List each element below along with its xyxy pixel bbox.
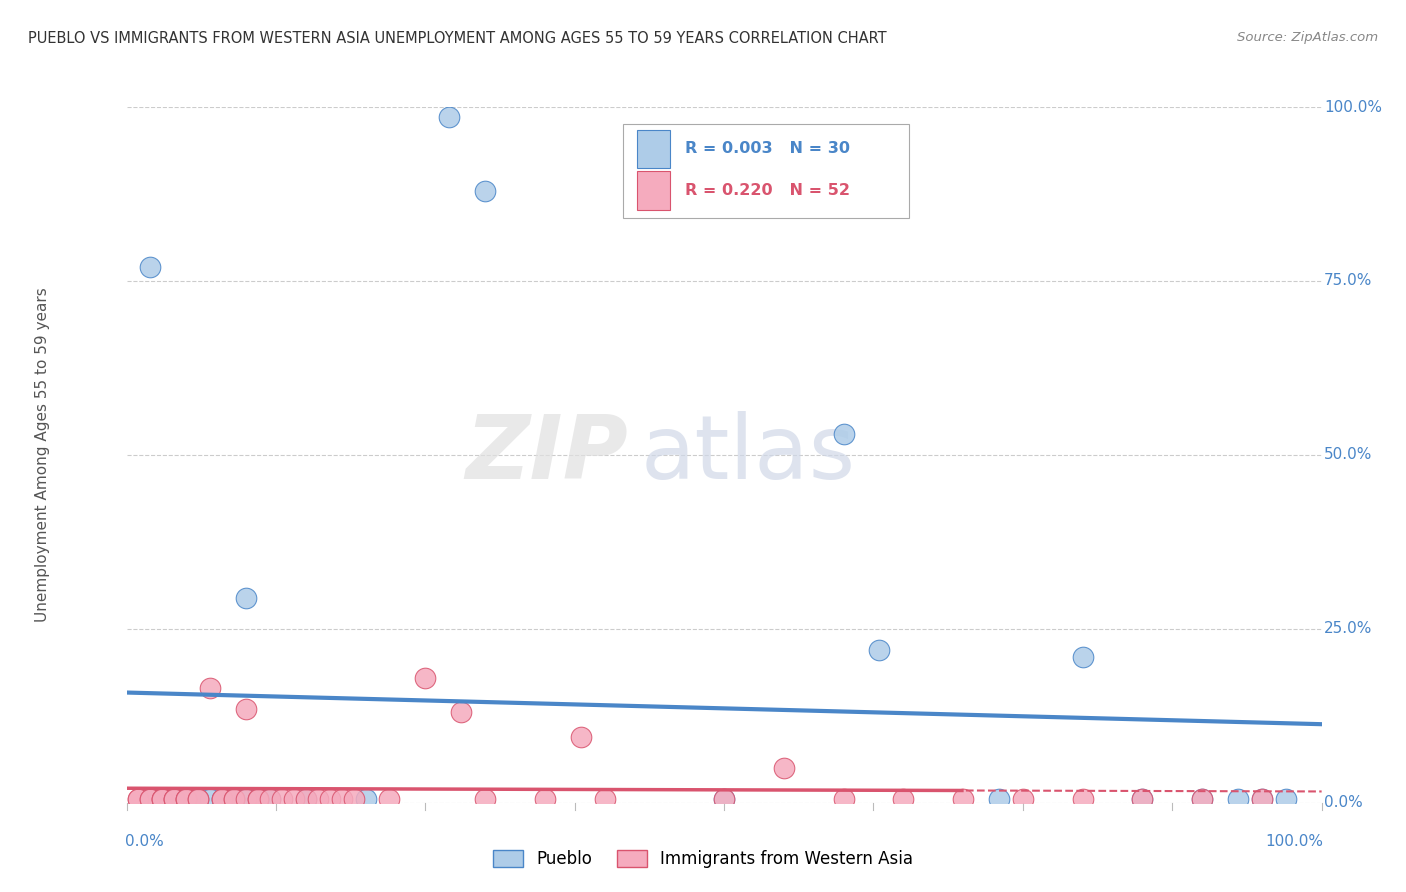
- Point: [1226, 792, 1249, 806]
- Point: [713, 792, 735, 806]
- Bar: [637, 171, 671, 210]
- Text: 100.0%: 100.0%: [1324, 100, 1382, 114]
- Point: [235, 591, 257, 605]
- Point: [174, 792, 197, 806]
- Point: [150, 792, 174, 806]
- Point: [439, 111, 461, 125]
- Text: 0.0%: 0.0%: [125, 834, 165, 849]
- Point: [1191, 792, 1213, 806]
- Point: [1250, 792, 1272, 806]
- Point: [1011, 792, 1033, 806]
- Point: [343, 792, 366, 806]
- Point: [163, 792, 186, 806]
- Point: [247, 792, 270, 806]
- Point: [1071, 792, 1094, 806]
- Point: [247, 792, 270, 806]
- Point: [211, 792, 233, 806]
- Text: 25.0%: 25.0%: [1324, 622, 1372, 636]
- Point: [139, 792, 162, 806]
- Point: [259, 792, 281, 806]
- Point: [1071, 649, 1094, 664]
- Point: [247, 792, 270, 806]
- Point: [163, 792, 186, 806]
- Point: [127, 792, 149, 806]
- Point: [139, 260, 162, 274]
- Point: [569, 730, 592, 744]
- Point: [139, 792, 162, 806]
- Point: [1250, 792, 1272, 806]
- Point: [200, 792, 222, 806]
- Point: [474, 792, 496, 806]
- Point: [235, 792, 257, 806]
- Point: [235, 792, 257, 806]
- Point: [174, 792, 197, 806]
- Legend: Pueblo, Immigrants from Western Asia: Pueblo, Immigrants from Western Asia: [486, 843, 920, 875]
- Point: [1130, 792, 1153, 806]
- Point: [318, 792, 342, 806]
- Point: [533, 792, 555, 806]
- Bar: [637, 129, 671, 168]
- Point: [713, 792, 735, 806]
- Point: [413, 671, 436, 685]
- Point: [773, 761, 796, 775]
- Point: [163, 792, 186, 806]
- Text: Source: ZipAtlas.com: Source: ZipAtlas.com: [1237, 31, 1378, 45]
- Point: [222, 792, 246, 806]
- Point: [235, 702, 257, 716]
- Point: [832, 792, 855, 806]
- Point: [187, 792, 209, 806]
- Point: [187, 792, 209, 806]
- Text: ZIP: ZIP: [465, 411, 628, 499]
- Point: [868, 642, 891, 657]
- Point: [1191, 792, 1213, 806]
- Point: [987, 792, 1010, 806]
- Point: [174, 792, 197, 806]
- Point: [330, 792, 353, 806]
- Point: [354, 792, 377, 806]
- Text: 50.0%: 50.0%: [1324, 448, 1372, 462]
- Text: 100.0%: 100.0%: [1265, 834, 1323, 849]
- Point: [150, 792, 174, 806]
- Point: [952, 792, 974, 806]
- Point: [450, 706, 472, 720]
- Point: [139, 792, 162, 806]
- Point: [174, 792, 197, 806]
- Point: [259, 792, 281, 806]
- Text: 0.0%: 0.0%: [1324, 796, 1362, 810]
- Point: [200, 681, 222, 695]
- Point: [1130, 792, 1153, 806]
- Text: R = 0.003   N = 30: R = 0.003 N = 30: [685, 141, 849, 156]
- Point: [222, 792, 246, 806]
- Text: 75.0%: 75.0%: [1324, 274, 1372, 288]
- Point: [127, 792, 149, 806]
- Point: [270, 792, 294, 806]
- FancyBboxPatch shape: [623, 124, 910, 219]
- Point: [211, 792, 233, 806]
- Text: PUEBLO VS IMMIGRANTS FROM WESTERN ASIA UNEMPLOYMENT AMONG AGES 55 TO 59 YEARS CO: PUEBLO VS IMMIGRANTS FROM WESTERN ASIA U…: [28, 31, 887, 46]
- Point: [150, 792, 174, 806]
- Point: [307, 792, 329, 806]
- Text: atlas: atlas: [640, 411, 856, 499]
- Point: [163, 792, 186, 806]
- Text: R = 0.220   N = 52: R = 0.220 N = 52: [685, 183, 849, 198]
- Point: [891, 792, 914, 806]
- Point: [211, 792, 233, 806]
- Point: [1274, 792, 1296, 806]
- Point: [294, 792, 316, 806]
- Text: Unemployment Among Ages 55 to 59 years: Unemployment Among Ages 55 to 59 years: [35, 287, 51, 623]
- Point: [222, 792, 246, 806]
- Point: [174, 792, 197, 806]
- Point: [150, 792, 174, 806]
- Point: [378, 792, 401, 806]
- Point: [593, 792, 616, 806]
- Point: [283, 792, 305, 806]
- Point: [294, 792, 316, 806]
- Point: [187, 792, 209, 806]
- Point: [474, 184, 496, 198]
- Point: [832, 427, 855, 442]
